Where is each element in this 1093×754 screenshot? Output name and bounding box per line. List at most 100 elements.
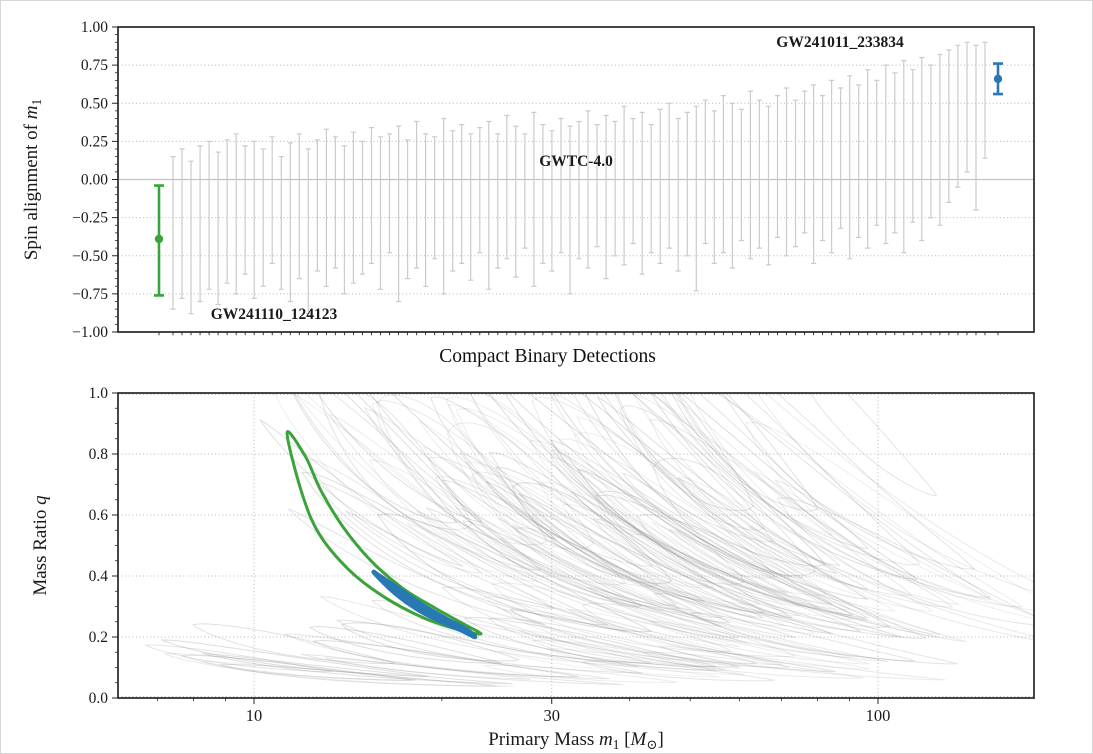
error-bar xyxy=(224,139,230,284)
gray-contour xyxy=(483,596,784,665)
bottom-axis-ticks xyxy=(112,392,879,704)
gray-contour xyxy=(678,476,934,612)
gray-contour xyxy=(497,518,692,611)
gray-contour xyxy=(317,394,483,523)
gray-contour xyxy=(305,458,482,574)
gray-contour xyxy=(495,466,765,613)
gray-contour xyxy=(455,407,761,605)
gray-contour xyxy=(485,480,705,602)
event-green-errorbar xyxy=(154,184,164,297)
ytick-label: −0.75 xyxy=(72,286,108,303)
error-bar xyxy=(657,108,663,264)
error-bar xyxy=(612,120,618,257)
gray-contour xyxy=(529,439,853,620)
gray-contour xyxy=(509,609,836,672)
gray-contour xyxy=(518,493,833,635)
gray-contour xyxy=(489,451,793,618)
error-bar xyxy=(738,108,744,242)
gray-contour xyxy=(551,448,868,621)
ytick-label: 0.2 xyxy=(89,629,108,646)
gray-contour xyxy=(377,513,652,633)
error-bar xyxy=(278,156,284,290)
annotation-green-event: GW241110_124123 xyxy=(211,306,338,323)
error-bar xyxy=(838,87,844,229)
error-bar xyxy=(811,84,817,264)
error-bar xyxy=(729,102,735,269)
gray-contour xyxy=(616,394,913,596)
error-bar xyxy=(567,125,573,295)
gray-contour xyxy=(747,525,1033,641)
gray-contour xyxy=(596,396,838,575)
top-panel-xlabel-title: Compact Binary Detections xyxy=(439,346,656,367)
error-bar xyxy=(964,41,970,173)
gray-contour xyxy=(587,587,889,662)
gray-contour xyxy=(429,396,654,567)
event-blue-errorbar-median-marker xyxy=(993,74,1003,84)
gray-contour xyxy=(659,394,834,536)
error-bar xyxy=(901,59,907,254)
error-bar xyxy=(919,56,925,242)
error-bar xyxy=(341,145,347,295)
error-bar xyxy=(982,41,988,159)
error-bar xyxy=(405,139,411,280)
gray-contour xyxy=(505,394,833,605)
gray-contour xyxy=(370,394,557,540)
error-bar xyxy=(865,69,871,249)
error-bar xyxy=(666,102,672,249)
error-bar xyxy=(441,117,447,295)
gray-contour xyxy=(445,396,715,589)
gray-contour xyxy=(446,422,595,550)
gray-contour xyxy=(550,394,803,579)
error-bar xyxy=(675,117,681,272)
gray-contour xyxy=(658,645,946,681)
ytick-label: 0.4 xyxy=(89,568,109,585)
gray-contour xyxy=(498,650,721,678)
error-bar xyxy=(215,151,221,306)
gray-contour xyxy=(661,394,869,550)
ytick-label: 0.6 xyxy=(89,507,109,524)
gray-contour xyxy=(164,653,412,681)
gray-contour xyxy=(464,616,717,668)
top-ylabel: Spin alignment of m1 xyxy=(21,99,44,260)
error-bar xyxy=(630,117,636,245)
error-bar xyxy=(450,130,456,272)
error-bar xyxy=(377,136,384,290)
bottom-ylabel: Mass Ratio q xyxy=(30,495,51,596)
gray-contour xyxy=(144,644,333,673)
error-bar xyxy=(702,99,708,245)
gray-contour xyxy=(344,510,628,633)
gray-contour xyxy=(518,629,743,669)
gray-contour xyxy=(301,471,609,626)
gray-contour xyxy=(774,479,992,601)
gray-contour xyxy=(336,619,643,674)
error-bar xyxy=(774,95,781,238)
gray-contour xyxy=(622,472,792,578)
gray-contour xyxy=(459,451,765,619)
top-ytick-labels: 1.00 0.75 0.50 0.25 0.00 −0.25 −0.50 −0.75 −1.00 xyxy=(72,19,108,341)
gray-contour xyxy=(512,525,796,638)
error-bar xyxy=(928,64,934,219)
error-bar xyxy=(639,111,645,275)
gray-contour xyxy=(313,640,579,678)
error-bar xyxy=(170,156,176,310)
gray-contour xyxy=(284,633,610,680)
gray-contour xyxy=(483,664,678,683)
error-bar xyxy=(504,114,510,260)
error-bar xyxy=(459,124,465,264)
gray-contour xyxy=(531,396,777,579)
error-bar xyxy=(594,124,600,248)
error-bar xyxy=(332,136,338,269)
gray-contour xyxy=(723,394,975,570)
error-bar xyxy=(585,110,591,269)
gray-contour xyxy=(690,394,1023,608)
error-bar xyxy=(323,128,329,287)
gray-contour xyxy=(532,639,726,671)
error-bar xyxy=(829,79,835,254)
gray-contour xyxy=(259,419,464,567)
error-bar xyxy=(386,133,393,254)
gray-contour xyxy=(287,508,546,626)
error-bar xyxy=(314,139,320,272)
top-gridlines xyxy=(118,64,1034,295)
error-bar xyxy=(720,95,726,254)
gray-contour xyxy=(642,651,864,679)
